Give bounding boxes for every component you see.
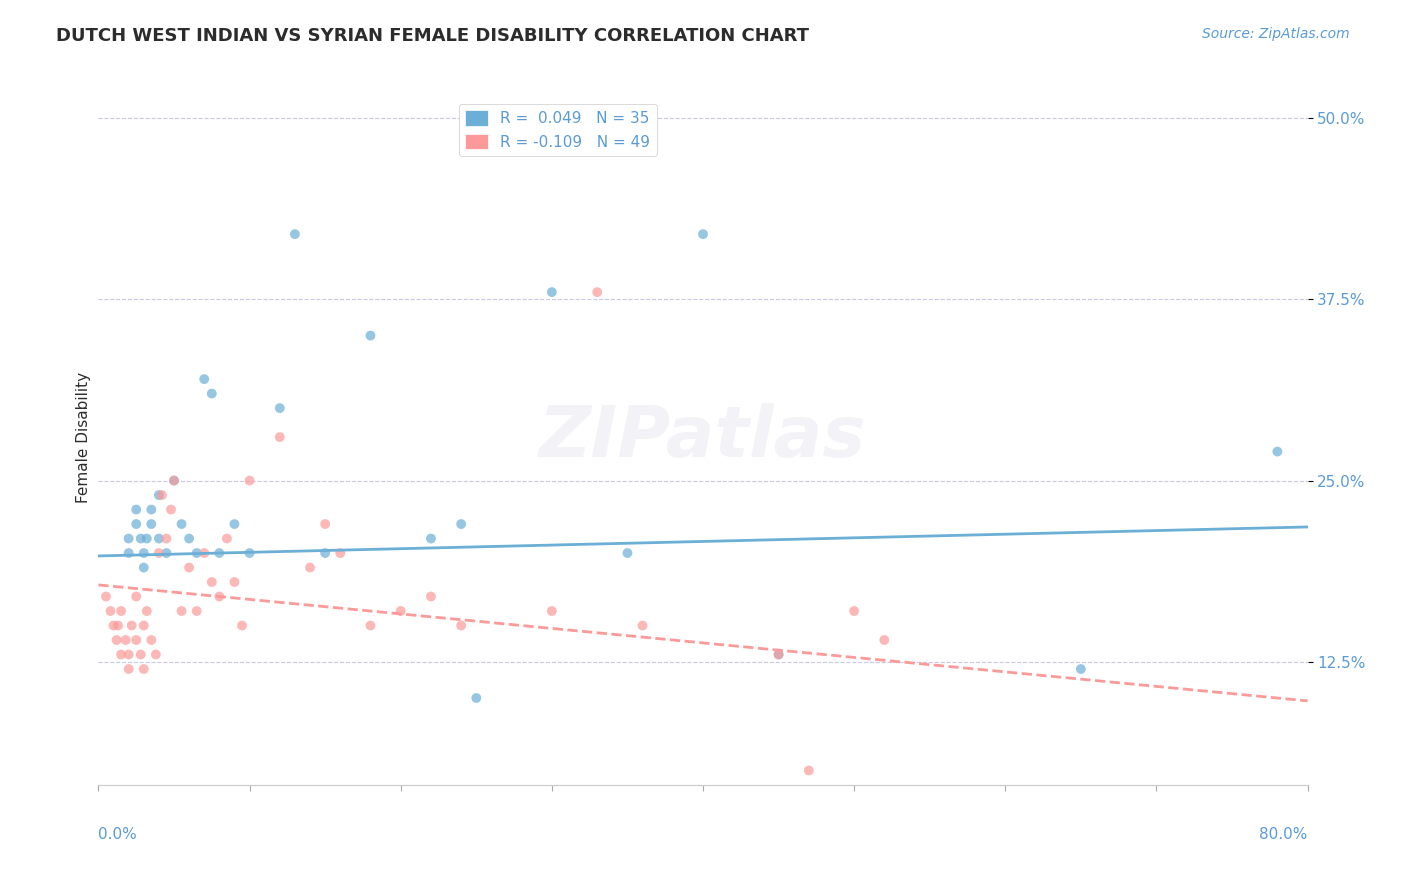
Point bbox=[420, 590, 443, 604]
Point bbox=[208, 590, 231, 604]
Point bbox=[125, 517, 148, 532]
Point bbox=[132, 560, 155, 574]
Point bbox=[135, 604, 157, 618]
Point bbox=[768, 648, 790, 662]
Point bbox=[160, 502, 183, 516]
Point bbox=[186, 604, 208, 618]
Point bbox=[103, 618, 125, 632]
Point bbox=[360, 618, 382, 632]
Point bbox=[1070, 662, 1092, 676]
Point bbox=[150, 488, 173, 502]
Y-axis label: Female Disability: Female Disability bbox=[76, 371, 91, 503]
Point bbox=[299, 560, 322, 574]
Point bbox=[141, 517, 163, 532]
Point bbox=[465, 690, 488, 705]
Point bbox=[239, 474, 262, 488]
Point bbox=[231, 618, 253, 632]
Point bbox=[616, 546, 638, 560]
Point bbox=[163, 474, 186, 488]
Point bbox=[215, 532, 238, 546]
Point bbox=[179, 532, 201, 546]
Text: 0.0%: 0.0% bbox=[98, 827, 138, 842]
Point bbox=[844, 604, 866, 618]
Text: ZIPatlas: ZIPatlas bbox=[540, 402, 866, 472]
Point bbox=[107, 618, 129, 632]
Point bbox=[193, 546, 215, 560]
Point bbox=[873, 633, 896, 648]
Point bbox=[420, 532, 443, 546]
Point bbox=[269, 430, 291, 444]
Point bbox=[179, 560, 201, 574]
Point bbox=[118, 662, 141, 676]
Point bbox=[540, 604, 562, 618]
Point bbox=[118, 546, 141, 560]
Point bbox=[105, 633, 128, 648]
Point bbox=[193, 372, 215, 386]
Point bbox=[224, 575, 246, 590]
Text: DUTCH WEST INDIAN VS SYRIAN FEMALE DISABILITY CORRELATION CHART: DUTCH WEST INDIAN VS SYRIAN FEMALE DISAB… bbox=[56, 27, 810, 45]
Point bbox=[329, 546, 352, 560]
Point bbox=[170, 604, 193, 618]
Point bbox=[129, 648, 152, 662]
Point bbox=[141, 633, 163, 648]
Point bbox=[389, 604, 412, 618]
Point bbox=[170, 517, 193, 532]
Point bbox=[208, 546, 231, 560]
Point bbox=[269, 401, 291, 416]
Point bbox=[239, 546, 262, 560]
Point bbox=[129, 532, 152, 546]
Text: 80.0%: 80.0% bbox=[1260, 827, 1308, 842]
Point bbox=[132, 546, 155, 560]
Point bbox=[201, 386, 224, 401]
Point bbox=[155, 546, 177, 560]
Point bbox=[125, 633, 148, 648]
Point bbox=[125, 502, 148, 516]
Point bbox=[768, 648, 790, 662]
Point bbox=[132, 662, 155, 676]
Legend: R =  0.049   N = 35, R = -0.109   N = 49: R = 0.049 N = 35, R = -0.109 N = 49 bbox=[460, 103, 657, 155]
Point bbox=[94, 590, 117, 604]
Point bbox=[450, 618, 472, 632]
Point bbox=[1267, 444, 1289, 458]
Point bbox=[631, 618, 654, 632]
Point bbox=[692, 227, 714, 242]
Point bbox=[132, 618, 155, 632]
Point bbox=[148, 546, 170, 560]
Point bbox=[121, 618, 143, 632]
Point bbox=[110, 604, 132, 618]
Point bbox=[586, 285, 609, 300]
Point bbox=[125, 590, 148, 604]
Point bbox=[797, 764, 820, 778]
Point bbox=[141, 502, 163, 516]
Point bbox=[118, 648, 141, 662]
Point bbox=[314, 546, 336, 560]
Point bbox=[148, 488, 170, 502]
Point bbox=[163, 474, 186, 488]
Point bbox=[114, 633, 136, 648]
Point bbox=[100, 604, 122, 618]
Point bbox=[314, 517, 336, 532]
Point bbox=[284, 227, 307, 242]
Point bbox=[145, 648, 167, 662]
Point bbox=[224, 517, 246, 532]
Point bbox=[186, 546, 208, 560]
Point bbox=[450, 517, 472, 532]
Point bbox=[155, 532, 177, 546]
Point bbox=[201, 575, 224, 590]
Text: Source: ZipAtlas.com: Source: ZipAtlas.com bbox=[1202, 27, 1350, 41]
Point bbox=[110, 648, 132, 662]
Point bbox=[360, 328, 382, 343]
Point bbox=[118, 532, 141, 546]
Point bbox=[135, 532, 157, 546]
Point bbox=[540, 285, 562, 300]
Point bbox=[148, 532, 170, 546]
